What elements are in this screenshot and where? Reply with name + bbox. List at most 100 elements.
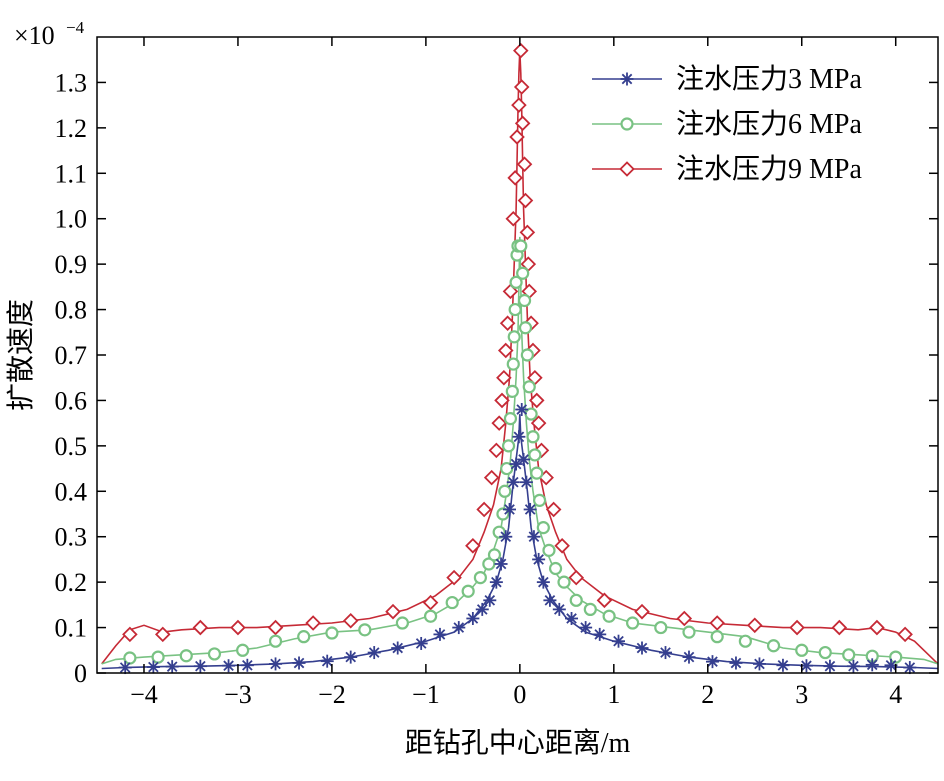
data-point (789, 619, 805, 636)
data-point (483, 469, 500, 486)
data-point (515, 403, 529, 417)
data-point (884, 658, 898, 672)
data-point (554, 538, 570, 554)
y-tick-label: 0.5 (55, 432, 88, 461)
series-group (101, 236, 939, 665)
data-point (766, 639, 781, 653)
data-point (846, 659, 860, 673)
data-point (512, 430, 526, 444)
data-point (626, 616, 640, 630)
data-point (501, 439, 516, 453)
data-point (536, 575, 550, 589)
data-point (548, 561, 563, 576)
data-point (342, 612, 359, 629)
data-point (520, 348, 534, 362)
y-tick-label: 0.3 (55, 523, 88, 552)
data-point (517, 192, 534, 209)
data-point (509, 129, 525, 145)
data-point (395, 616, 409, 630)
data-point (522, 380, 536, 394)
y-tick-label: 0.8 (55, 296, 88, 325)
legend-item: 注水压力3 MPa (592, 63, 862, 95)
data-point (222, 659, 236, 673)
data-point (557, 575, 571, 589)
data-point (635, 641, 649, 655)
data-point (155, 626, 171, 643)
data-point (305, 615, 321, 631)
series-group (101, 403, 939, 675)
data-point (122, 626, 138, 643)
data-point (710, 630, 724, 644)
data-point (527, 530, 541, 544)
data-point (385, 603, 401, 620)
data-point (445, 595, 459, 610)
data-point (518, 321, 533, 335)
data-point (511, 97, 527, 113)
data-point (476, 501, 492, 518)
x-tick-label: −1 (412, 680, 440, 709)
x-tick-label: 1 (607, 680, 620, 709)
x-tick-label: −3 (224, 680, 252, 709)
data-point (532, 493, 547, 507)
data-point (422, 594, 439, 611)
data-point (795, 643, 809, 657)
data-point (494, 392, 510, 409)
data-point (889, 650, 903, 664)
data-point (513, 79, 530, 95)
data-point (230, 619, 246, 636)
data-point (583, 602, 597, 617)
data-point (523, 502, 537, 516)
legend: 注水压力3 MPa 注水压力6 MPa 注水压力9 MPa (592, 63, 862, 185)
data-point (446, 569, 462, 586)
y-tick-label: 1.1 (55, 159, 88, 188)
data-point (465, 538, 481, 554)
data-point (491, 415, 507, 431)
data-point (565, 611, 579, 625)
data-point (903, 661, 917, 675)
data-point (536, 521, 550, 535)
y-tick-label: 0.4 (55, 477, 88, 506)
data-point (508, 302, 522, 317)
x-tick-label: 0 (513, 680, 526, 709)
x-axis-title: 距钻孔中心距离/m (405, 727, 631, 759)
y-axis-title: 扩散速度 (5, 299, 37, 411)
data-point (526, 430, 540, 444)
x-tick-label: −4 (130, 680, 158, 709)
data-point (488, 442, 505, 459)
y-tick-label: 0.6 (55, 386, 88, 415)
data-point (709, 615, 725, 631)
data-point (391, 641, 405, 655)
data-point (358, 623, 372, 637)
data-point (619, 161, 635, 177)
data-point (507, 170, 523, 186)
data-point (530, 466, 544, 480)
data-point (517, 452, 531, 466)
data-point (165, 660, 179, 674)
data-point (516, 156, 533, 172)
data-point (552, 602, 566, 616)
data-point (530, 415, 547, 431)
data-point (596, 592, 613, 609)
y-tick-label: 1.2 (55, 114, 88, 143)
data-point (517, 293, 532, 308)
y-tick-label: 0 (74, 659, 87, 688)
data-point (746, 617, 763, 634)
data-point (543, 593, 557, 607)
data-point (498, 484, 512, 498)
data-point (514, 115, 531, 132)
data-point (682, 625, 696, 639)
data-point (487, 548, 502, 562)
y-multiplier: ×10 −4 (14, 18, 85, 50)
y-tick-label: 0.7 (55, 341, 88, 370)
data-point (269, 657, 283, 671)
data-point (292, 656, 306, 670)
data-point (414, 636, 428, 650)
y-tick-label: 1.0 (55, 205, 88, 234)
data-point (367, 646, 381, 660)
data-point (193, 659, 207, 673)
y-tick-label: 1.3 (55, 68, 88, 97)
data-point (452, 621, 466, 635)
data-point (505, 210, 522, 227)
